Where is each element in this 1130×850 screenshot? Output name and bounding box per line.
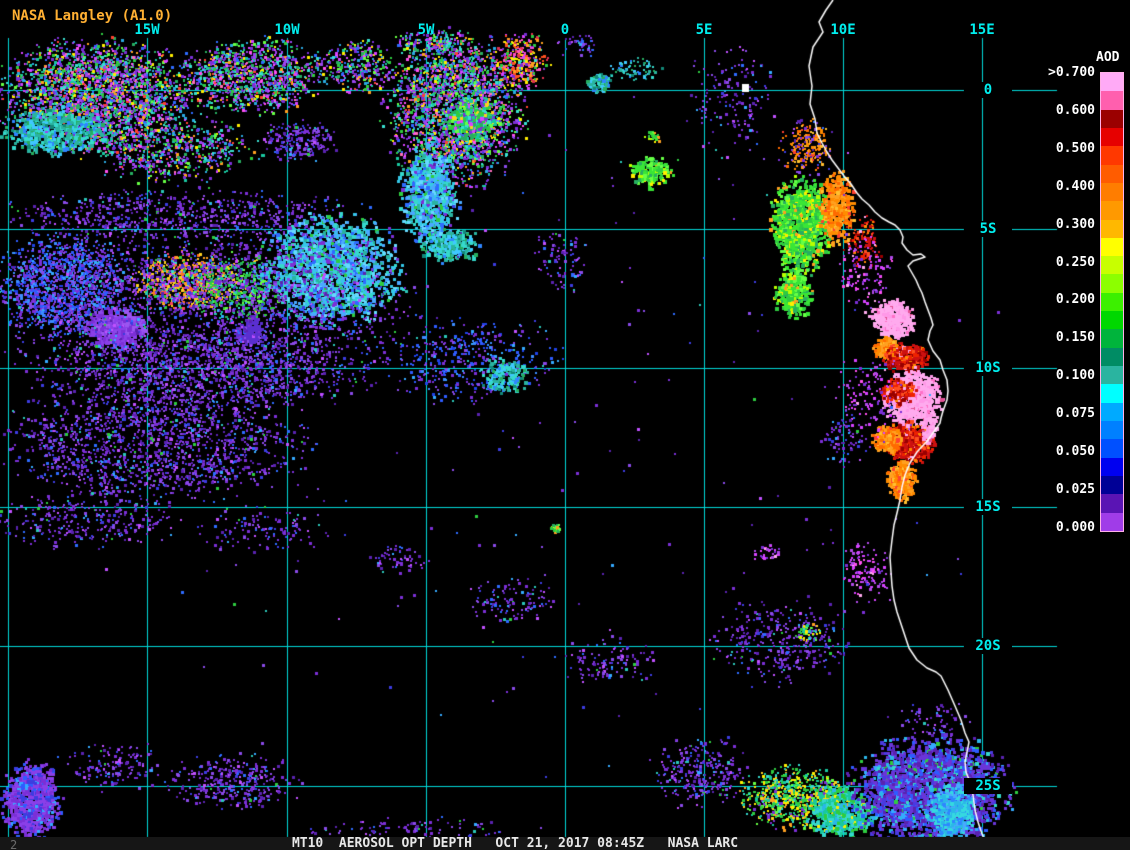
colorbar-segment <box>1101 512 1123 531</box>
colorbar-segment <box>1101 201 1123 220</box>
lon-label-0: 0 <box>560 22 570 38</box>
colorbar-segment <box>1101 439 1123 458</box>
lon-label-15E: 15E <box>969 22 995 38</box>
colorbar-segment <box>1101 219 1123 238</box>
lat-label-25S: 25S <box>964 778 1012 794</box>
page-title: NASA Langley (A1.0) <box>12 8 173 24</box>
lon-label-15W: 15W <box>134 22 160 38</box>
lon-label-5W: 5W <box>417 22 435 38</box>
colorbar-tick-label: 0.025 <box>1055 481 1095 497</box>
aod-colorbar <box>1100 72 1124 532</box>
colorbar-segment <box>1101 494 1123 513</box>
colorbar-tick-label: 0.300 <box>1055 216 1095 232</box>
colorbar-segment <box>1101 73 1123 92</box>
lat-label-5S: 5S <box>964 221 1012 237</box>
colorbar-segment <box>1101 237 1123 257</box>
colorbar-tick-label: 0.250 <box>1055 254 1095 270</box>
colorbar-segment <box>1101 475 1123 495</box>
lon-label-5E: 5E <box>695 22 713 38</box>
colorbar-segment <box>1101 402 1123 421</box>
colorbar-tick-label: 0.500 <box>1055 140 1095 156</box>
colorbar-tick-label: 0.400 <box>1055 178 1095 194</box>
colorbar-segment <box>1101 91 1123 110</box>
colorbar-segment <box>1101 127 1123 147</box>
colorbar-title: AOD <box>1096 50 1120 65</box>
colorbar-tick-label: 0.600 <box>1055 102 1095 118</box>
colorbar-segment <box>1101 311 1123 330</box>
lat-label-0: 0 <box>964 82 1012 98</box>
colorbar-tick-label: 0.075 <box>1055 406 1095 422</box>
frame-counter: 2 <box>10 838 18 850</box>
colorbar-tick-label: 0.150 <box>1055 330 1095 346</box>
colorbar-segment <box>1101 292 1123 312</box>
caption-text: MT10 AEROSOL OPT DEPTH OCT 21, 2017 08:4… <box>291 836 739 850</box>
colorbar-segment <box>1101 420 1123 440</box>
colorbar-segment <box>1101 164 1123 183</box>
colorbar-tick-label: 0.200 <box>1055 292 1095 308</box>
colorbar-segment <box>1101 256 1123 275</box>
colorbar-tick-label: 0.050 <box>1055 444 1095 459</box>
lat-label-10S: 10S <box>964 360 1012 376</box>
lon-label-10W: 10W <box>274 22 300 38</box>
colorbar-tick-label: 0.000 <box>1055 519 1095 535</box>
colorbar-segment <box>1101 347 1123 366</box>
colorbar-tick-label: 0.100 <box>1055 368 1095 384</box>
colorbar-segment <box>1101 146 1123 165</box>
lat-label-15S: 15S <box>964 499 1012 515</box>
colorbar-segment <box>1101 366 1123 385</box>
caption-bar <box>0 837 1130 850</box>
colorbar-segment <box>1101 329 1123 348</box>
colorbar-segment <box>1101 109 1123 128</box>
colorbar-labels: >0.700 0.600 0.500 0.400 0.300 0.250 0.200 0.15… <box>1014 0 1095 560</box>
lon-label-10E: 10E <box>830 22 856 38</box>
colorbar-segment <box>1101 274 1123 293</box>
colorbar-segment <box>1101 182 1123 202</box>
colorbar-segment <box>1101 457 1123 476</box>
colorbar-segment <box>1101 384 1123 403</box>
colorbar-tick-label: >0.700 <box>1048 65 1095 80</box>
lat-label-20S: 20S <box>964 638 1012 654</box>
